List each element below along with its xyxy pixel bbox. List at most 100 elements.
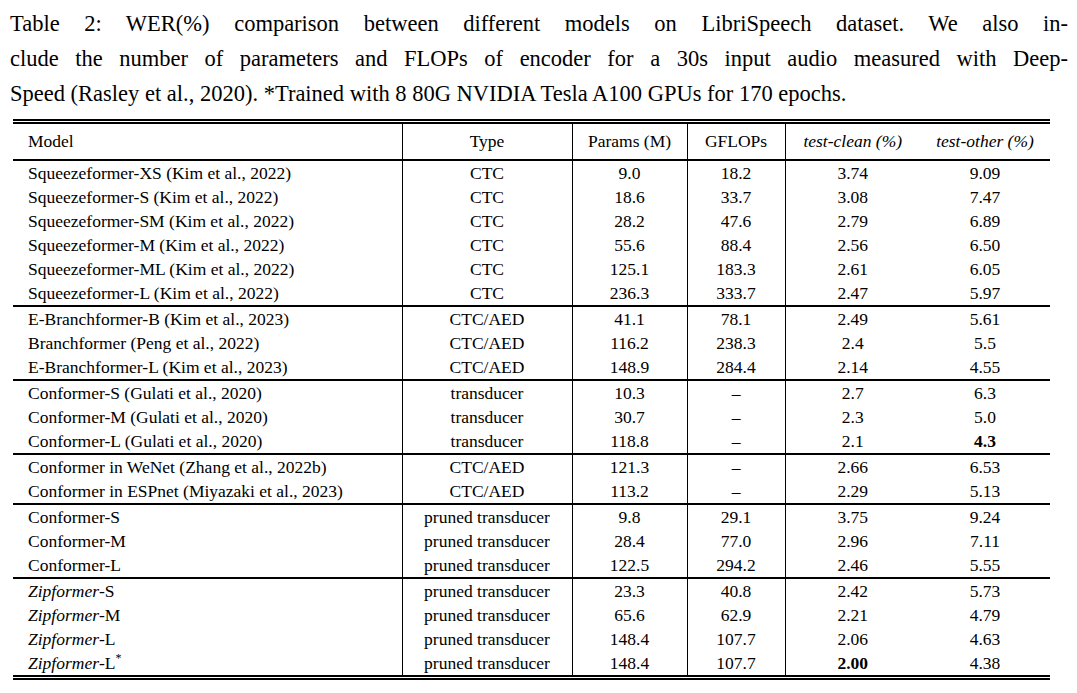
column-header-type: Type <box>402 122 572 161</box>
table-group: Zipformer-Spruned transducer23.340.82.42… <box>13 578 1050 678</box>
table-header: Model Type Params (M) GFLOPs test-clean … <box>13 122 1050 161</box>
params-cell: 65.6 <box>572 603 687 627</box>
params-cell: 28.2 <box>572 209 687 233</box>
test-other-cell: 5.0 <box>920 405 1050 429</box>
table-group: Conformer-S (Gulati et al., 2020)transdu… <box>13 380 1050 454</box>
table-row: Conformer in WeNet (Zhang et al., 2022b)… <box>13 454 1050 479</box>
model-cell: Conformer in WeNet (Zhang et al., 2022b) <box>13 454 402 479</box>
test-clean-cell: 2.4 <box>785 331 920 355</box>
params-cell: 148.9 <box>572 355 687 380</box>
gflops-cell: 18.2 <box>687 160 785 185</box>
gflops-cell: 47.6 <box>687 209 785 233</box>
model-cell: Conformer-L (Gulati et al., 2020) <box>13 429 402 454</box>
table-row: Squeezeformer-XS (Kim et al., 2022)CTC9.… <box>13 160 1050 185</box>
test-other-cell: 5.73 <box>920 578 1050 603</box>
params-cell: 55.6 <box>572 233 687 257</box>
gflops-cell: 33.7 <box>687 185 785 209</box>
gflops-cell: 183.3 <box>687 257 785 281</box>
test-clean-cell: 2.06 <box>785 627 920 651</box>
params-cell: 148.4 <box>572 627 687 651</box>
params-cell: 18.6 <box>572 185 687 209</box>
test-clean-cell: 2.56 <box>785 233 920 257</box>
test-clean-cell: 2.14 <box>785 355 920 380</box>
type-cell: transducer <box>402 380 572 405</box>
model-cell: Zipformer-L <box>13 627 402 651</box>
model-cell: Squeezeformer-L (Kim et al., 2022) <box>13 281 402 306</box>
table-row: Conformer in ESPnet (Miyazaki et al., 20… <box>13 479 1050 504</box>
params-cell: 121.3 <box>572 454 687 479</box>
gflops-cell: 78.1 <box>687 306 785 331</box>
test-clean-cell: 2.42 <box>785 578 920 603</box>
gflops-cell: 333.7 <box>687 281 785 306</box>
table-group: Conformer in WeNet (Zhang et al., 2022b)… <box>13 454 1050 504</box>
table-row: Branchformer (Peng et al., 2022)CTC/AED1… <box>13 331 1050 355</box>
gflops-cell: 40.8 <box>687 578 785 603</box>
test-other-cell: 4.63 <box>920 627 1050 651</box>
params-cell: 118.8 <box>572 429 687 454</box>
params-cell: 41.1 <box>572 306 687 331</box>
params-cell: 23.3 <box>572 578 687 603</box>
params-cell: 113.2 <box>572 479 687 504</box>
model-cell: Squeezeformer-XS (Kim et al., 2022) <box>13 160 402 185</box>
gflops-cell: 107.7 <box>687 627 785 651</box>
test-clean-cell: 2.3 <box>785 405 920 429</box>
type-cell: CTC <box>402 233 572 257</box>
type-cell: CTC <box>402 209 572 233</box>
type-cell: CTC <box>402 281 572 306</box>
test-other-cell: 5.61 <box>920 306 1050 331</box>
caption-line: clude the number of parameters and FLOPs… <box>10 41 1068 76</box>
model-cell: Squeezeformer-M (Kim et al., 2022) <box>13 233 402 257</box>
test-clean-cell: 2.66 <box>785 454 920 479</box>
test-clean-cell: 2.00 <box>785 651 920 678</box>
model-cell: Zipformer-S <box>13 578 402 603</box>
test-other-cell: 6.05 <box>920 257 1050 281</box>
test-clean-cell: 2.47 <box>785 281 920 306</box>
test-other-cell: 4.38 <box>920 651 1050 678</box>
test-other-cell: 4.79 <box>920 603 1050 627</box>
table-group: Conformer-Spruned transducer9.829.13.759… <box>13 504 1050 578</box>
model-cell: Branchformer (Peng et al., 2022) <box>13 331 402 355</box>
table-group: E-Branchformer-B (Kim et al., 2023)CTC/A… <box>13 306 1050 380</box>
test-other-cell: 5.5 <box>920 331 1050 355</box>
table-row: E-Branchformer-B (Kim et al., 2023)CTC/A… <box>13 306 1050 331</box>
gflops-cell: 107.7 <box>687 651 785 678</box>
gflops-cell: 284.4 <box>687 355 785 380</box>
params-cell: 236.3 <box>572 281 687 306</box>
type-cell: CTC/AED <box>402 306 572 331</box>
test-other-cell: 7.11 <box>920 529 1050 553</box>
test-other-cell: 5.13 <box>920 479 1050 504</box>
test-other-cell: 6.89 <box>920 209 1050 233</box>
type-cell: pruned transducer <box>402 578 572 603</box>
test-clean-cell: 2.21 <box>785 603 920 627</box>
table-row: Conformer-Spruned transducer9.829.13.759… <box>13 504 1050 529</box>
params-cell: 28.4 <box>572 529 687 553</box>
test-clean-cell: 3.74 <box>785 160 920 185</box>
test-other-cell: 5.55 <box>920 553 1050 578</box>
gflops-cell: 88.4 <box>687 233 785 257</box>
type-cell: CTC <box>402 185 572 209</box>
test-clean-cell: 3.08 <box>785 185 920 209</box>
gflops-cell: 238.3 <box>687 331 785 355</box>
header-row: Model Type Params (M) GFLOPs test-clean … <box>13 122 1050 161</box>
test-clean-cell: 2.7 <box>785 380 920 405</box>
gflops-cell: – <box>687 479 785 504</box>
model-cell: Conformer-M <box>13 529 402 553</box>
column-header-test-clean: test-clean (%) <box>785 122 920 161</box>
test-clean-cell: 2.96 <box>785 529 920 553</box>
caption-line: Speed (Rasley et al., 2020). *Trained wi… <box>10 76 1068 111</box>
column-header-model: Model <box>13 122 402 161</box>
type-cell: CTC/AED <box>402 479 572 504</box>
table-row: Zipformer-Lpruned transducer148.4107.72.… <box>13 627 1050 651</box>
model-cell: Conformer-M (Gulati et al., 2020) <box>13 405 402 429</box>
table-row: Conformer-S (Gulati et al., 2020)transdu… <box>13 380 1050 405</box>
gflops-cell: – <box>687 380 785 405</box>
table-row: Zipformer-Mpruned transducer65.662.92.21… <box>13 603 1050 627</box>
gflops-cell: – <box>687 454 785 479</box>
table-row: Squeezeformer-M (Kim et al., 2022)CTC55.… <box>13 233 1050 257</box>
table-row: Conformer-Mpruned transducer28.477.02.96… <box>13 529 1050 553</box>
model-cell: Conformer-L <box>13 553 402 578</box>
gflops-cell: – <box>687 429 785 454</box>
type-cell: CTC/AED <box>402 454 572 479</box>
type-cell: pruned transducer <box>402 651 572 678</box>
type-cell: CTC <box>402 160 572 185</box>
